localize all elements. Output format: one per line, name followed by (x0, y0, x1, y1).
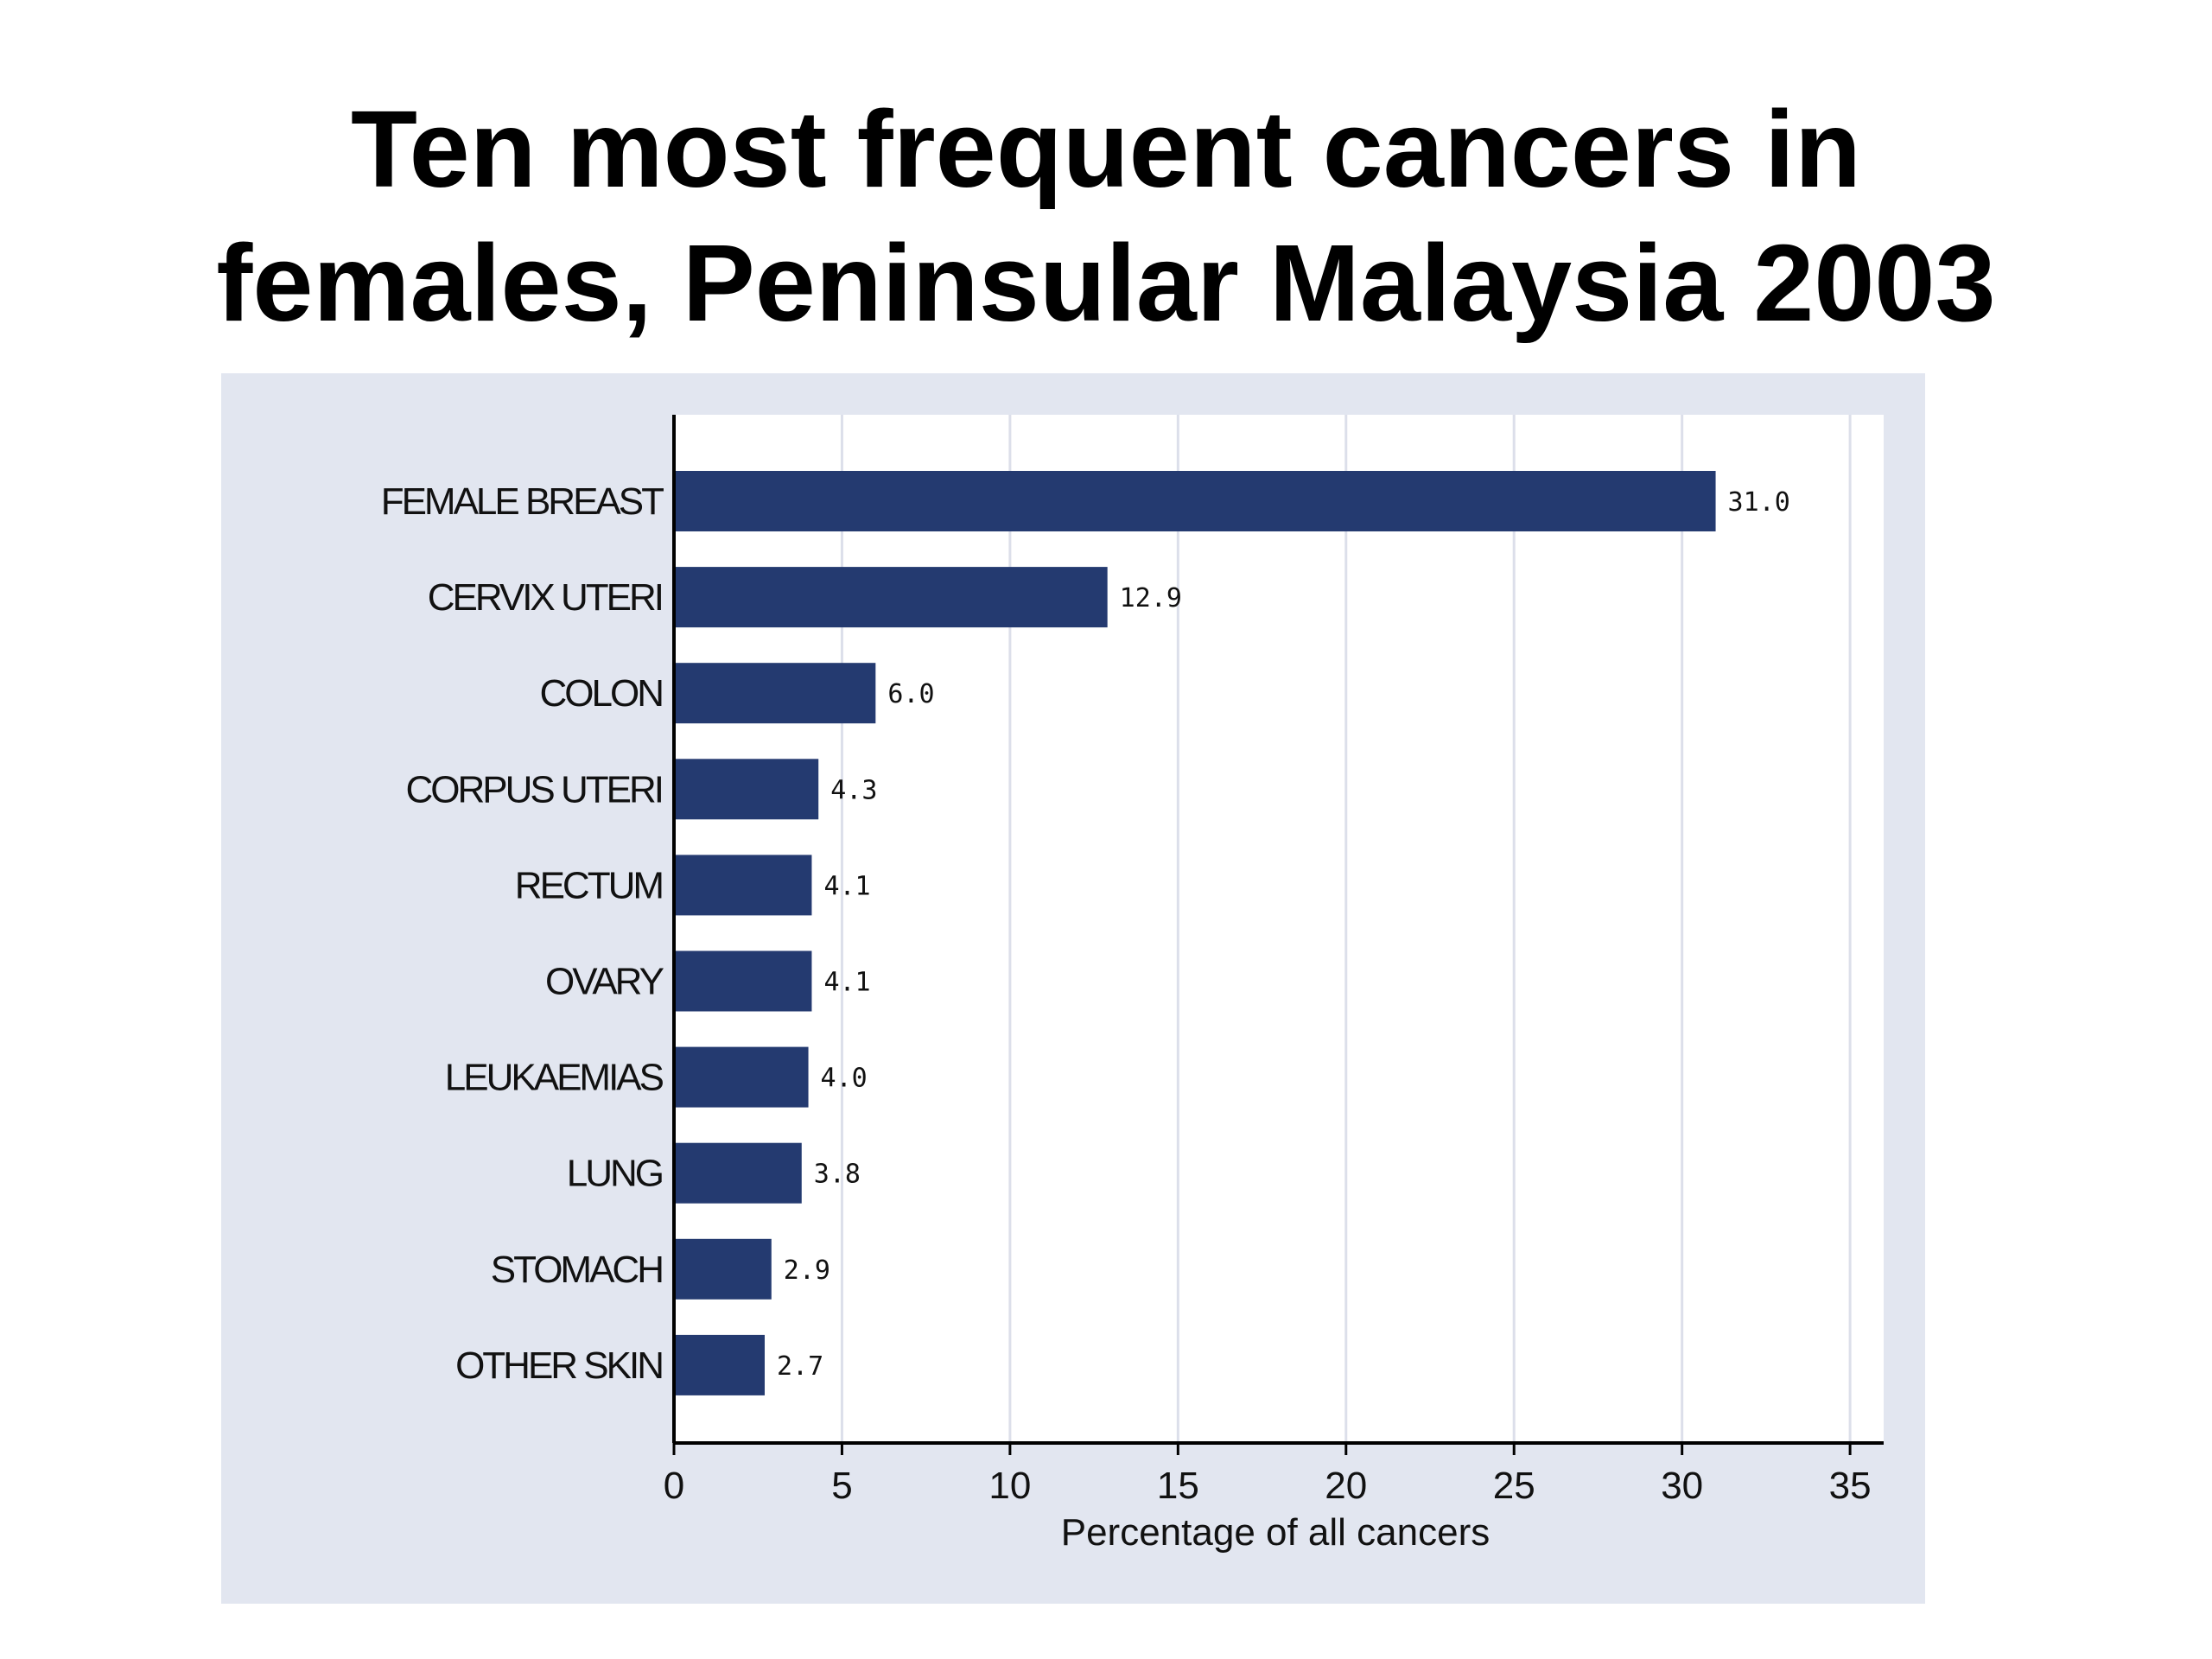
x-tick-label: 0 (664, 1465, 684, 1507)
bar (674, 759, 819, 820)
value-label: 4.0 (821, 1064, 868, 1094)
bar (674, 471, 1716, 531)
value-label: 31.0 (1728, 487, 1790, 518)
bar (674, 950, 812, 1012)
bar (674, 1334, 765, 1395)
bars (674, 471, 1716, 1395)
category-label: OVARY (545, 961, 664, 1003)
labels: 0 5 10 15 20 25 30 35 FEMALE BREAST 31.0 CERVIX UT… (381, 480, 1872, 1507)
x-tick-label: 30 (1661, 1465, 1703, 1507)
value-label: 3.8 (814, 1160, 861, 1190)
x-tick-label: 25 (1493, 1465, 1535, 1507)
value-label: 2.7 (777, 1351, 823, 1382)
bar (674, 1142, 802, 1204)
x-axis-title: Percentage of all cancers (1061, 1511, 1491, 1554)
value-label: 4.3 (830, 775, 877, 805)
x-tick-label: 15 (1157, 1465, 1199, 1507)
value-label: 12.9 (1120, 583, 1182, 613)
category-label: CORPUS UTERI (406, 768, 662, 810)
category-label: STOMACH (491, 1249, 662, 1291)
bar (674, 855, 812, 916)
slide-title-line-1: Ten most frequent cancers in (350, 88, 1862, 210)
category-label: CERVIX UTERI (428, 576, 662, 619)
chart-panel: 0 5 10 15 20 25 30 35 FEMALE BREAST 31.0 CERVIX UT… (221, 373, 1925, 1604)
category-label: OTHER SKIN (455, 1344, 662, 1387)
bar (674, 567, 1108, 628)
value-label: 4.1 (823, 968, 870, 998)
value-label: 4.1 (823, 871, 870, 901)
x-tick-label: 20 (1325, 1465, 1367, 1507)
slide-title: Ten most frequent cancers in females, Pe… (0, 82, 2212, 350)
category-label: LUNG (567, 1153, 662, 1195)
category-label: RECTUM (515, 864, 663, 906)
bar (674, 1046, 809, 1108)
axes (672, 415, 1884, 1455)
slide-title-line-2: females, Peninsular Malaysia 2003 (216, 222, 1996, 344)
value-label: 6.0 (887, 679, 934, 709)
x-tick-label: 10 (988, 1465, 1031, 1507)
category-label: COLON (540, 672, 663, 715)
x-tick-label: 5 (831, 1465, 852, 1507)
x-tick-label: 35 (1829, 1465, 1872, 1507)
value-label: 2.9 (784, 1255, 830, 1286)
category-label: LEUKAEMIAS (445, 1057, 664, 1099)
bar (674, 663, 876, 724)
bar (674, 1238, 772, 1300)
bar-chart: 0 5 10 15 20 25 30 35 FEMALE BREAST 31.0 CERVIX UT… (381, 415, 1884, 1554)
category-label: FEMALE BREAST (381, 480, 664, 523)
